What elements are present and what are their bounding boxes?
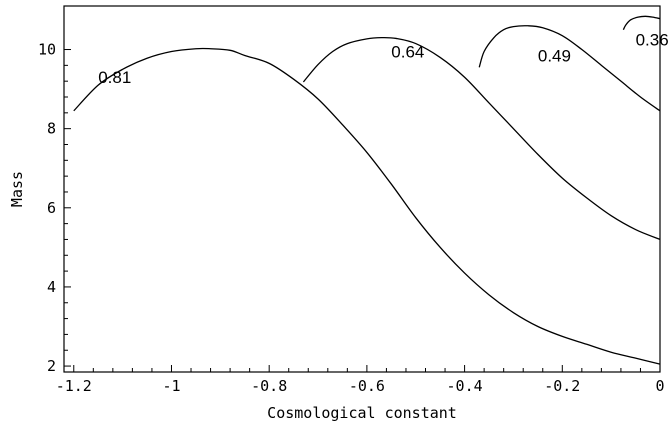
x-tick-label: -0.4 — [447, 377, 483, 395]
curve-0-36 — [622, 15, 661, 31]
x-tick-label: -1 — [162, 377, 180, 395]
y-tick-label: 10 — [38, 41, 56, 59]
curve-0-81 — [73, 47, 661, 365]
curves — [73, 15, 661, 365]
x-axis-ticks: -1.2 -1 -0.8 -0.6 -0.4 -0.2 0 — [56, 365, 665, 395]
plot-frame — [63, 5, 661, 373]
x-axis-label: Cosmological constant — [267, 404, 457, 422]
curve-0-64 — [302, 36, 661, 241]
curve-label-0-49: 0.49 — [538, 46, 571, 65]
y-axis-ticks: 2 4 6 8 10 — [38, 41, 71, 375]
curve-0-49 — [478, 25, 661, 112]
y-tick-label: 6 — [47, 199, 56, 217]
y-tick-label: 2 — [47, 357, 56, 375]
curve-label-0-36: 0.36 — [636, 31, 668, 50]
x-tick-label: -1.2 — [56, 377, 92, 395]
x-tick-label: -0.2 — [544, 377, 580, 395]
y-tick-label: 8 — [47, 120, 56, 138]
y-axis-label: Mass — [8, 171, 26, 207]
x-tick-label: 0 — [655, 377, 664, 395]
curve-label-0-64: 0.64 — [391, 42, 424, 61]
curve-labels: 0.81 0.64 0.49 0.36 — [98, 31, 668, 88]
x-tick-label: -0.6 — [349, 377, 385, 395]
y-tick-label: 4 — [47, 278, 56, 296]
x-tick-label: -0.8 — [251, 377, 287, 395]
curve-label-0-81: 0.81 — [98, 68, 131, 87]
